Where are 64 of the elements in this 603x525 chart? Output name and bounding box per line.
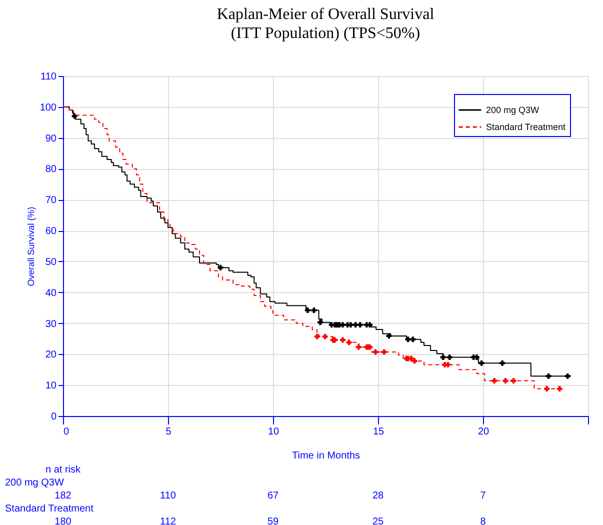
text: 180 (54, 516, 72, 525)
point (544, 386, 550, 392)
x-tick-label: 0 (64, 426, 70, 438)
text: 28 (372, 490, 384, 502)
point (372, 349, 378, 355)
point (492, 378, 498, 384)
point (357, 322, 363, 328)
point (556, 386, 562, 392)
text: 7 (480, 490, 486, 502)
point (546, 373, 552, 379)
x-tick-label: 15 (372, 426, 384, 438)
text: 8 (480, 516, 486, 525)
point (318, 320, 323, 326)
text: 25 (372, 516, 384, 525)
text: 59 (267, 516, 279, 525)
y-tick-label: 80 (45, 164, 57, 176)
point (346, 340, 352, 346)
point (322, 334, 328, 340)
y-tick-label: 70 (45, 195, 57, 206)
point (367, 322, 373, 328)
x-tick-label: 20 (478, 426, 490, 438)
point (72, 113, 78, 119)
y-tick-label: 0 (50, 412, 57, 422)
x-axis-title: Time in Months (292, 450, 360, 462)
legend-label: 200 mg Q3W (486, 105, 540, 115)
point (502, 378, 508, 384)
point (314, 334, 320, 340)
y-tick-label: 110 (40, 72, 57, 82)
y-tick-label: 20 (45, 350, 57, 361)
y-tick-label: 30 (45, 318, 57, 330)
point (445, 362, 451, 368)
text: 182 (54, 490, 72, 502)
text: 110 (160, 490, 176, 502)
y-tick-label: 40 (45, 288, 57, 299)
point (381, 349, 387, 355)
text: 112 (160, 516, 176, 525)
point (500, 360, 506, 366)
legend-label: Standard Treatment (486, 122, 566, 132)
text: Standard Treatment (5, 504, 94, 514)
point (340, 337, 346, 343)
chart-subtitle: (ITT Population) (TPS<50%) (230, 25, 420, 42)
text: n at risk (45, 464, 82, 476)
y-tick-label: 10 (45, 380, 57, 392)
point (412, 358, 418, 364)
point (446, 354, 452, 360)
point (356, 344, 362, 350)
y-tick-label: 50 (45, 256, 57, 268)
point (311, 308, 317, 314)
point (478, 360, 484, 366)
point (510, 378, 516, 384)
x-tick-label: 10 (268, 426, 280, 438)
y-tick-label: 90 (45, 133, 57, 144)
point (564, 373, 570, 379)
point (440, 354, 446, 360)
point (386, 333, 392, 339)
text: 200 mg Q3W (5, 478, 64, 488)
point (410, 336, 416, 342)
y-axis-title: Overall Survival (%) (26, 206, 36, 286)
y-tick-label: 60 (45, 226, 57, 238)
y-tick-label: 100 (40, 102, 57, 114)
x-tick-label: 5 (166, 426, 172, 438)
chart-title: Kaplan-Meier of Overall Survival (216, 6, 435, 23)
text: 67 (267, 490, 279, 502)
point (304, 308, 310, 314)
